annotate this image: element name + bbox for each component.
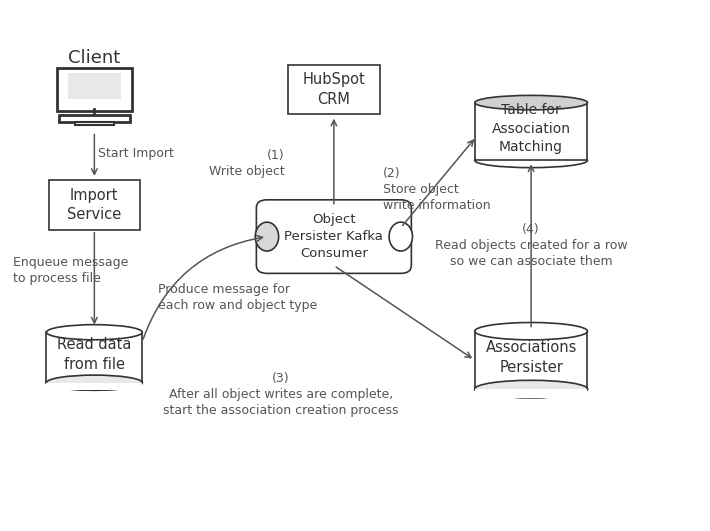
Ellipse shape <box>475 380 587 398</box>
Text: Enqueue message
to process file: Enqueue message to process file <box>13 256 129 285</box>
Text: (1)
Write object: (1) Write object <box>209 149 285 177</box>
Text: (2)
Store object
write information: (2) Store object write information <box>383 167 491 212</box>
Ellipse shape <box>46 375 142 390</box>
Ellipse shape <box>46 375 142 390</box>
Text: HubSpot
CRM: HubSpot CRM <box>302 72 365 107</box>
Text: (4)
Read objects created for a row
so we can associate them: (4) Read objects created for a row so we… <box>435 223 628 268</box>
Bar <box>59 115 130 122</box>
Ellipse shape <box>46 324 142 340</box>
Ellipse shape <box>389 222 413 251</box>
Text: Read data
from file: Read data from file <box>58 337 131 372</box>
Text: Start Import: Start Import <box>98 147 174 160</box>
Ellipse shape <box>475 96 587 110</box>
Ellipse shape <box>475 380 587 398</box>
Ellipse shape <box>255 222 278 251</box>
FancyBboxPatch shape <box>256 200 411 273</box>
Bar <box>475 102 587 160</box>
Text: Table for
Association
Matching: Table for Association Matching <box>491 104 571 155</box>
Bar <box>48 180 140 230</box>
FancyBboxPatch shape <box>68 73 121 99</box>
Bar <box>475 389 587 398</box>
Text: Import
Service: Import Service <box>67 187 121 222</box>
Text: Produce message for
each row and object type: Produce message for each row and object … <box>158 282 317 312</box>
Ellipse shape <box>475 322 587 340</box>
Text: (3)
After all object writes are complete,
start the association creation process: (3) After all object writes are complete… <box>163 372 399 417</box>
Bar <box>75 122 114 125</box>
Bar <box>475 331 587 389</box>
Bar <box>46 383 142 390</box>
FancyBboxPatch shape <box>57 68 131 111</box>
Bar <box>288 65 380 115</box>
Ellipse shape <box>475 153 587 168</box>
Bar <box>46 332 142 383</box>
Text: Object
Persister Kafka
Consumer: Object Persister Kafka Consumer <box>285 213 383 260</box>
Text: Client: Client <box>68 49 121 67</box>
Text: Associations
Persister: Associations Persister <box>486 340 577 375</box>
